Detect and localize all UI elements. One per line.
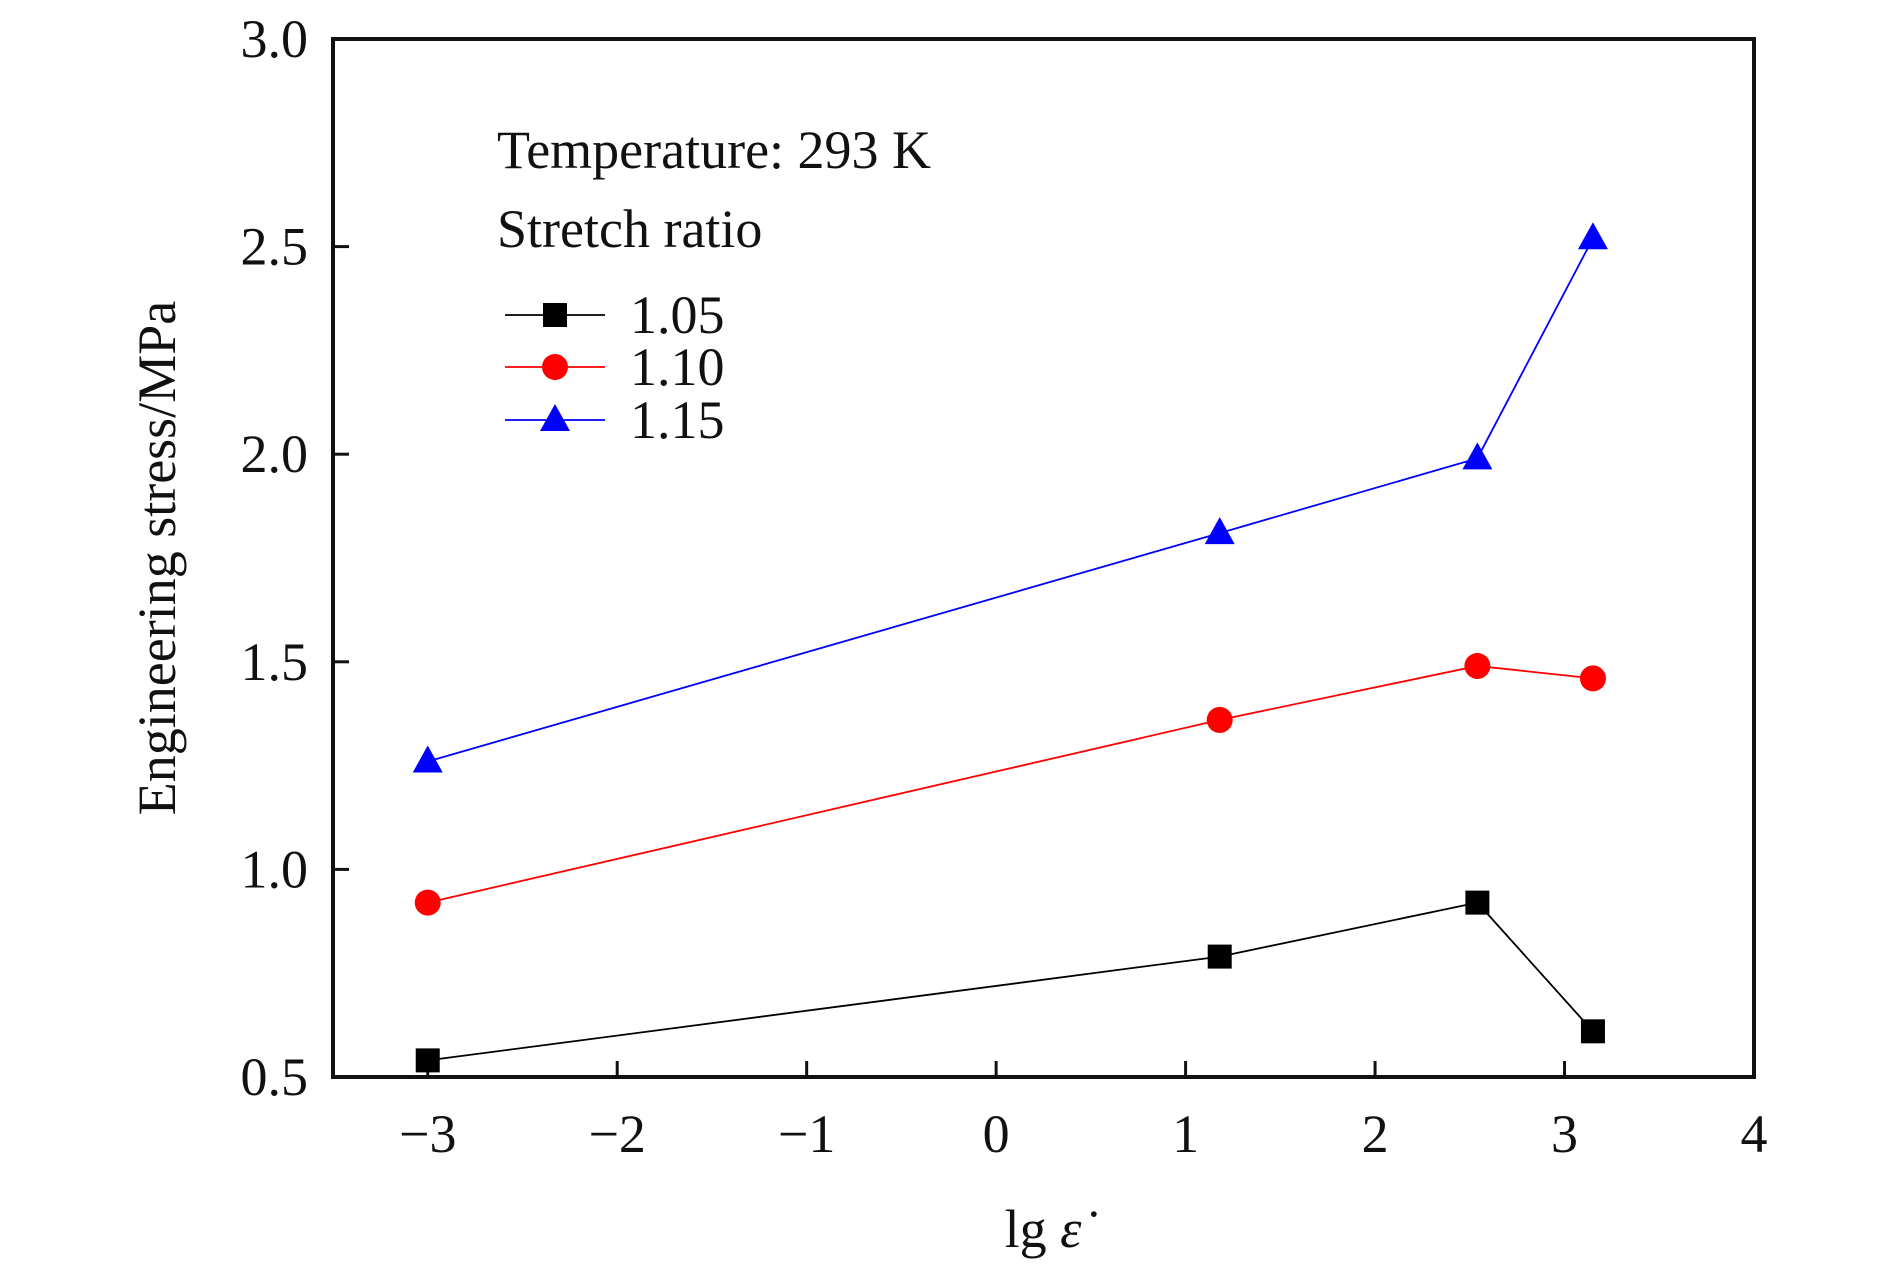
data-point: [414, 889, 441, 916]
data-point: [1462, 442, 1493, 470]
x-axis-ticks: −3 −2 −1 0 1 2 3 4: [399, 1061, 1768, 1164]
series-1.15: [412, 222, 1608, 773]
data-point: [1464, 652, 1491, 679]
data-point: [1206, 706, 1233, 733]
data-point: [1580, 1019, 1605, 1044]
x-tick-label: −3: [399, 1104, 456, 1164]
y-tick-label: 3.0: [241, 9, 309, 69]
data-point: [1579, 665, 1606, 692]
legend-label: 1.10: [630, 337, 725, 397]
x-tick-label: −1: [778, 1104, 835, 1164]
series-line: [427, 901, 1594, 1062]
x-tick-label: 0: [983, 1104, 1010, 1164]
y-axis-title: Engineering stress/MPa: [127, 301, 187, 815]
y-tick-label: 1.0: [241, 839, 309, 899]
x-tick-label: 1: [1172, 1104, 1199, 1164]
legend-entry: 1.05: [505, 285, 725, 345]
x-axis-title-prefix: lg: [1005, 1199, 1061, 1259]
series-line: [427, 665, 1594, 904]
legend-entry: 1.15: [505, 390, 725, 450]
data-point: [412, 745, 443, 773]
series-1.05: [415, 890, 1605, 1073]
series-line: [427, 237, 1594, 763]
y-axis-ticks: 0.5 1.0 1.5 2.0 2.5 3.0: [241, 9, 349, 1107]
legend-entry: 1.10: [505, 337, 725, 397]
series-layer: [412, 222, 1608, 1073]
x-axis-title-symbol: ε̇: [1060, 1199, 1097, 1259]
x-axis-title: lg ε̇: [1005, 1199, 1098, 1259]
legend-marker: [543, 303, 567, 327]
x-tick-label: −2: [588, 1104, 645, 1164]
x-tick-label: 2: [1362, 1104, 1389, 1164]
x-tick-label: 4: [1741, 1104, 1768, 1164]
legend: Temperature: 293 K Stretch ratio 1.051.1…: [497, 120, 931, 450]
legend-title: Stretch ratio: [497, 199, 762, 259]
data-point: [1207, 944, 1232, 969]
y-tick-label: 1.5: [241, 632, 309, 692]
x-tick-label: 3: [1551, 1104, 1578, 1164]
data-point: [1465, 890, 1490, 915]
legend-marker: [540, 404, 570, 431]
y-tick-label: 0.5: [241, 1047, 309, 1107]
series-1.10: [414, 652, 1606, 916]
data-point: [415, 1048, 440, 1073]
legend-label: 1.15: [630, 390, 725, 450]
data-point: [1577, 222, 1608, 250]
legend-marker: [542, 354, 568, 380]
y-tick-label: 2.5: [241, 217, 309, 277]
plot-frame: [331, 37, 1756, 1079]
data-point: [1204, 517, 1235, 545]
temperature-annotation: Temperature: 293 K: [497, 120, 931, 180]
legend-entries: 1.051.101.15: [505, 285, 725, 450]
legend-label: 1.05: [630, 285, 725, 345]
y-tick-label: 2.0: [241, 424, 309, 484]
